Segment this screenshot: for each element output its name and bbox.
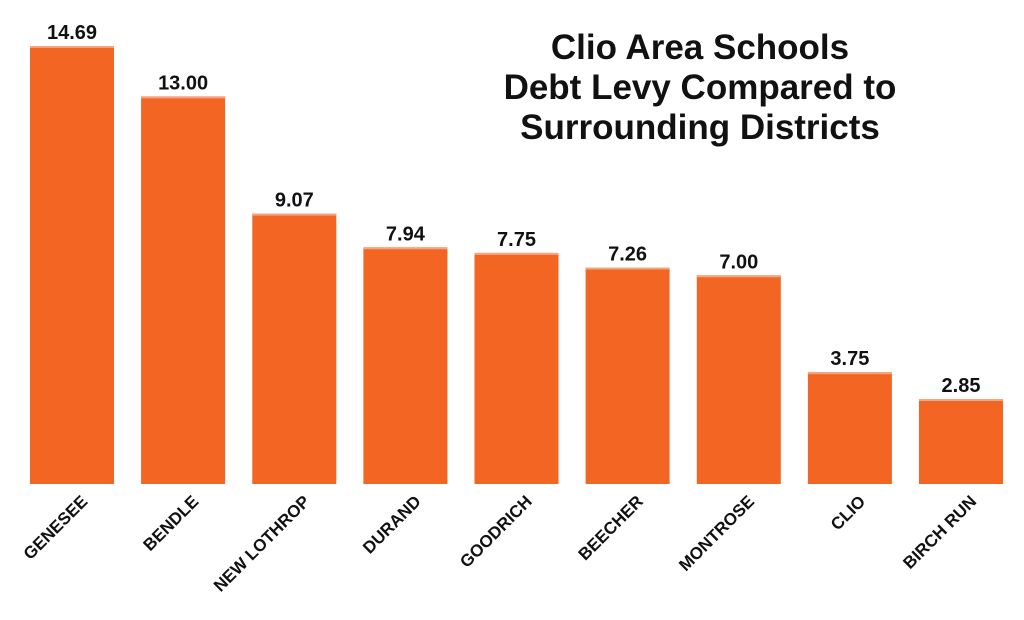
bar-top-edge xyxy=(363,247,448,250)
chart-title-line-1: Clio Area Schools xyxy=(550,28,850,67)
chart-title: Clio Area Schools Debt Levy Compared to … xyxy=(450,28,950,148)
bar-goodrich xyxy=(474,252,559,484)
bar-top-edge xyxy=(807,372,892,375)
category-label: NEW LOTHROP xyxy=(210,492,314,596)
bar-bendle xyxy=(141,96,226,485)
bar-top-edge xyxy=(252,213,337,216)
bar-top-edge xyxy=(585,267,670,270)
category-label: GENESEE xyxy=(20,492,92,564)
data-label: 7.94 xyxy=(386,223,426,245)
bar-top-edge xyxy=(141,96,226,99)
category-label: BEECHER xyxy=(575,492,647,564)
category-label: DURAND xyxy=(359,492,425,558)
data-label: 7.26 xyxy=(608,244,647,266)
bar-top-edge xyxy=(919,399,1003,401)
data-label: 7.75 xyxy=(497,229,536,251)
category-label: CLIO xyxy=(827,492,869,534)
category-label: BIRCH RUN xyxy=(899,492,980,573)
bar-top-edge xyxy=(696,275,781,278)
chart-title-line-3: Surrounding Districts xyxy=(520,108,880,147)
data-label: 13.00 xyxy=(158,72,208,94)
data-label: 3.75 xyxy=(830,348,869,370)
bar-new-lothrop xyxy=(252,213,337,484)
bar-birch-run xyxy=(919,399,1003,484)
bar-montrose xyxy=(696,275,781,484)
chart-title-line-2: Debt Levy Compared to xyxy=(503,68,897,107)
data-label: 2.85 xyxy=(942,375,981,397)
data-label: 7.00 xyxy=(719,251,758,273)
category-label: GOODRICH xyxy=(456,492,536,572)
category-label: MONTROSE xyxy=(675,492,758,575)
bar-beecher xyxy=(585,267,670,484)
bar-clio xyxy=(807,372,892,484)
data-label: 9.07 xyxy=(275,190,314,212)
category-label: BENDLE xyxy=(140,492,203,555)
bar-top-edge xyxy=(474,252,559,255)
bar-genesee xyxy=(30,46,114,484)
bar-durand xyxy=(363,247,448,484)
data-label: 14.69 xyxy=(47,22,97,44)
bar-top-edge xyxy=(30,46,114,48)
